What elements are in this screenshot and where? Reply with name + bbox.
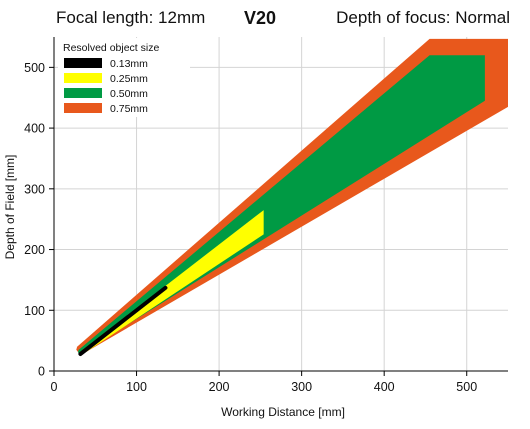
legend-swatch xyxy=(64,88,102,98)
legend-swatch xyxy=(64,103,102,113)
legend-swatch xyxy=(64,73,102,83)
chart-header: Focal length: 12mm V20 Depth of focus: N… xyxy=(0,0,530,36)
model-title: V20 xyxy=(244,8,277,28)
x-tick-label: 500 xyxy=(456,380,477,394)
region-0-13mm xyxy=(78,285,168,356)
legend-swatch xyxy=(64,58,102,68)
y-tick-label: 100 xyxy=(24,304,45,318)
x-tick-label: 400 xyxy=(374,380,395,394)
y-tick-labels: 0 100 200 300 400 500 xyxy=(24,61,45,379)
legend-entries: 0.13mm 0.25mm 0.50mm 0.75mm xyxy=(64,58,148,115)
legend-label: 0.75mm xyxy=(110,103,148,115)
legend: Resolved object size 0.13mm0.25mm0.50mm0… xyxy=(58,38,190,117)
depth-of-focus-label: Depth of focus: Normal xyxy=(336,8,510,27)
x-axis-label: Working Distance [mm] xyxy=(221,405,345,419)
x-tick-label: 200 xyxy=(209,380,230,394)
x-tick-label: 300 xyxy=(291,380,312,394)
y-axis-label: Depth of Field [mm] xyxy=(3,155,17,260)
x-tick-label: 0 xyxy=(51,380,58,394)
legend-label: 0.25mm xyxy=(110,73,148,85)
legend-label: 0.13mm xyxy=(110,58,148,70)
legend-title: Resolved object size xyxy=(63,42,159,54)
y-tick-label: 300 xyxy=(24,182,45,196)
resolved-size-regions xyxy=(76,38,509,356)
y-tick-label: 400 xyxy=(24,122,45,136)
y-tick-label: 200 xyxy=(24,243,45,257)
axes xyxy=(49,37,508,376)
focal-length-label: Focal length: 12mm xyxy=(56,8,206,27)
legend-label: 0.50mm xyxy=(110,88,148,100)
y-tick-label: 500 xyxy=(24,61,45,75)
x-tick-labels: 0 100 200 300 400 500 xyxy=(51,380,478,394)
y-tick-label: 0 xyxy=(38,365,45,379)
x-tick-label: 100 xyxy=(126,380,147,394)
